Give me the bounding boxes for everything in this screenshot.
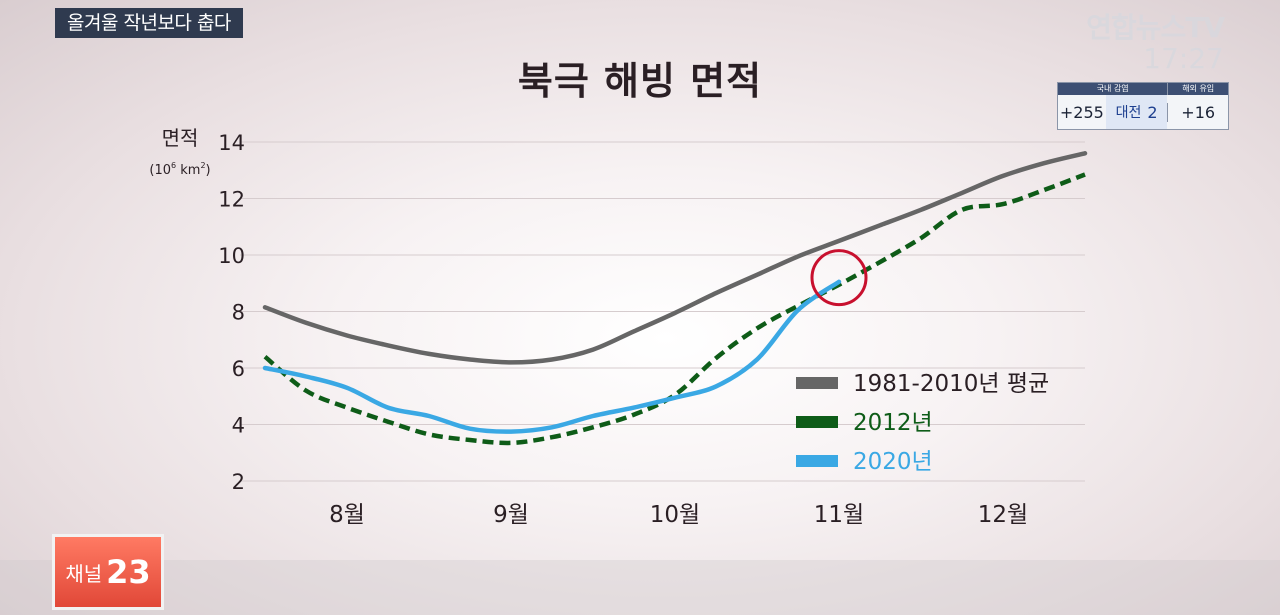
- x-tick-label: 11월: [814, 502, 864, 528]
- broadcast-clock: 17:27: [1143, 42, 1224, 75]
- highlight-circle: [810, 249, 868, 307]
- y-tick-label: 6: [232, 357, 245, 381]
- legend-swatch-2012: [796, 416, 838, 428]
- legend-swatch-avg: [796, 377, 838, 389]
- covid-status-box: 국내 감염 해외 유입 +255 대전 2 +16: [1057, 82, 1229, 130]
- region-cell: 대전 2: [1105, 95, 1168, 129]
- covid-header: 국내 감염 해외 유입: [1058, 83, 1228, 95]
- y-tick-label: 4: [232, 414, 245, 438]
- y-tick-label: 2: [232, 470, 245, 494]
- y-tick-labels: 14 12 10 8 6 4 2: [218, 131, 245, 494]
- legend-label-2012: 2012년: [853, 410, 933, 436]
- legend-label-2020: 2020년: [853, 449, 933, 475]
- region-count: 2: [1147, 102, 1158, 122]
- overseas-header: 해외 유입: [1167, 83, 1228, 95]
- legend-label-avg: 1981-2010년 평균: [853, 371, 1049, 397]
- legend-swatch-2020: [796, 455, 838, 467]
- gridlines: [240, 141, 1085, 482]
- x-tick-label: 10월: [650, 502, 700, 528]
- y-tick-label: 12: [218, 188, 245, 212]
- channel-number: 23: [106, 553, 151, 591]
- broadcaster-name: 연합뉴스TV: [1086, 11, 1225, 44]
- x-tick-label: 9월: [493, 502, 529, 528]
- x-tick-labels: 8월 9월 10월 11월 12월: [329, 502, 1028, 528]
- legend: 1981-2010년 평균 2012년 2020년: [796, 371, 1049, 475]
- series-line-2020: [262, 279, 842, 434]
- y-tick-label: 10: [218, 244, 245, 268]
- domestic-header: 국내 감염: [1096, 84, 1129, 93]
- bottom-ticker-band: [0, 560, 1280, 615]
- y-axis-unit: (106 km2): [149, 161, 210, 178]
- x-tick-label: 12월: [978, 502, 1028, 528]
- news-caption: 올겨울 작년보다 춥다: [55, 8, 243, 38]
- broadcaster-watermark: 연합뉴스TV 17:27: [1086, 6, 1225, 75]
- y-tick-label: 8: [232, 301, 245, 325]
- overseas-total: +16: [1167, 102, 1228, 122]
- domestic-total: +255: [1059, 102, 1104, 122]
- channel-label: 채널: [65, 561, 103, 586]
- chart-title: 북극 해빙 면적: [517, 59, 763, 103]
- series-line-2012: [263, 172, 1086, 446]
- y-tick-label: 14: [218, 131, 245, 155]
- channel-badge: 채널 23: [52, 534, 164, 610]
- series-lines: [262, 151, 1088, 446]
- covid-values: +255 대전 2 +16: [1058, 95, 1228, 129]
- region-name: 대전: [1115, 105, 1142, 121]
- series-line-avg: [262, 151, 1088, 365]
- x-tick-label: 8월: [329, 502, 365, 528]
- y-axis-label: 면적: [162, 126, 199, 150]
